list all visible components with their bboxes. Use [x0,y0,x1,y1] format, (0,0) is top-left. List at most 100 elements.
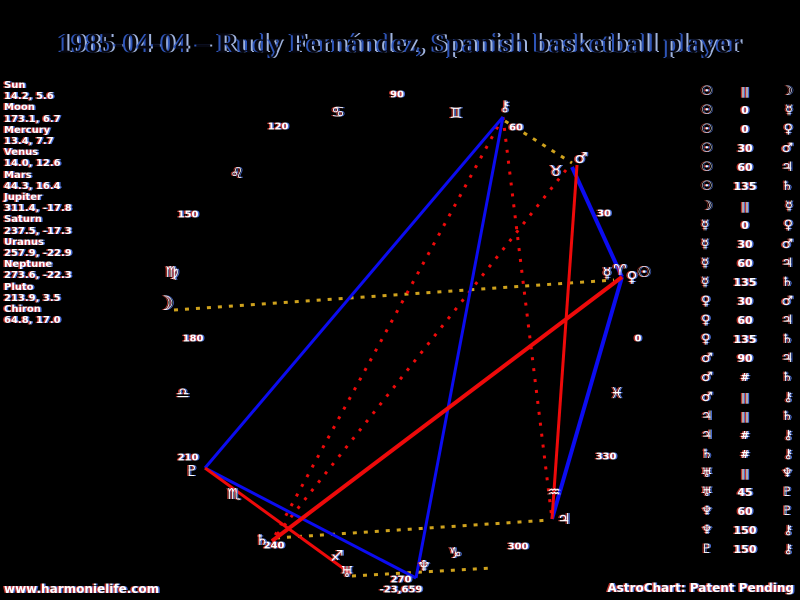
aspect-planet1-glyph: ☉ [701,103,713,119]
aspect-symbol: 135 [733,333,757,347]
contraparallel-aspect-line [270,169,568,542]
aspect-symbol: || [740,466,750,480]
planet-name-mars: Mars [4,169,32,181]
aspect-planet2-glyph: ♀ [783,122,793,138]
sign-glyph-aries: ♈ [613,261,627,279]
aspect-planet2-glyph: ⚷ [783,427,793,443]
cusp-label-0: 0 [634,333,642,345]
aspect-symbol: 60 [737,256,753,270]
aspect-symbol: || [740,199,750,213]
aspect-planet2-glyph: ⚷ [783,523,793,539]
planet-name-moon: Moon [4,102,35,114]
aspect-planet2-glyph: ♀ [783,217,793,233]
aspect-planet1-glyph: ♀ [701,313,711,329]
aspect-planet2-glyph: ⚷ [783,542,793,558]
aspect-planet1-glyph: ♀ [701,332,711,348]
aspect-planet2-glyph: ♄ [781,370,793,386]
aspect-row: ♀ 30 ♂ [701,292,793,311]
aspect-planet2-glyph: ♄ [781,179,793,195]
soft-aspect-line [203,116,505,469]
aspect-planet1-glyph: ☉ [701,179,713,195]
planet-glyph-uranus: ♅ [340,563,354,581]
planet-value-chiron: 64.8, 17.0 [4,315,61,327]
website-link: www.harmonielife.com [4,582,160,596]
planet-glyph-jupiter: ♃ [557,510,571,528]
aspect-symbol: 0 [741,104,749,118]
aspect-symbol: 30 [737,237,753,251]
aspect-row: ☿ 0 ♀ [701,216,793,235]
aspect-planet1-glyph: ☉ [701,122,713,138]
aspect-planet2-glyph: ♃ [781,313,793,329]
soft-aspect-line [570,166,624,278]
planet-value-mars: 44.3, 16.4 [4,180,61,192]
planet-glyph-sun: ☉ [637,263,651,281]
planet-value-venus: 14.0, 12.6 [4,158,61,170]
cusp-label-270: 270 [390,574,412,586]
cusp-label-300: 300 [507,541,529,553]
planet-value-pluto: 213.9, 3.5 [4,292,61,304]
aspect-planet1-glyph: ☉ [701,141,713,157]
aspect-planet1-glyph: ♃ [701,427,713,443]
aspect-planet2-glyph: ⚷ [783,446,793,462]
planet-name-pluto: Pluto [4,281,34,293]
aspect-planet2-glyph: ♃ [781,255,793,271]
aspect-symbol: 30 [737,295,753,309]
soft-aspect-line [204,466,417,580]
aspect-planet2-glyph: ♂ [781,294,793,310]
aspect-row: ♂ 90 ♃ [701,349,793,368]
aspect-planet1-glyph: ♅ [701,465,713,481]
aspect-row: ☿ 135 ♄ [701,273,793,292]
aspect-planet1-glyph: ♅ [701,484,713,500]
aspect-planet2-glyph: ♃ [781,160,793,176]
aspect-row: ♀ 135 ♄ [701,330,793,349]
aspect-planet2-glyph: ☽ [781,84,793,99]
aspect-planet1-glyph: ♆ [701,504,713,520]
sign-glyph-cancer: ♋ [331,103,345,121]
aspect-planet2-glyph: ♃ [781,351,793,367]
contraparallel-aspect-line [501,116,554,520]
aspect-row: ♆ 150 ⚷ [701,521,793,540]
aspect-row: ☉ 60 ♃ [701,158,793,177]
planet-name-jupiter: Jupiter [4,192,42,204]
aspect-symbol: # [740,447,750,461]
aspect-planet1-glyph: ☿ [701,217,709,233]
page-title: 1985-04-04 – Rudy Fernández, Spanish bas… [58,28,742,58]
sign-glyph-virgo: ♍ [165,263,179,281]
aspect-planet1-glyph: ☉ [701,160,713,176]
cusp-label-150: 150 [177,209,199,221]
aspect-planet1-glyph: ♀ [701,294,711,310]
soft-aspect-line [414,116,505,579]
cusp-label-60: 60 [509,122,523,134]
aspect-symbol: 0 [741,123,749,137]
aspect-planet2-glyph: ♂ [781,141,793,157]
aspect-row: ☉ 0 ☿ [701,101,793,120]
planet-glyph-venus: ♀ [626,268,638,286]
cusp-label-180: 180 [182,333,204,345]
aspect-planet1-glyph: ☉ [701,84,713,99]
aspect-symbol: 30 [737,142,753,156]
planet-name-neptune: Neptune [4,259,53,271]
hard-aspect-line [270,275,624,543]
planet-name-sun: Sun [4,80,26,91]
aspect-planet2-glyph: ♆ [781,465,793,481]
aspect-row: ♃ || ♄ [701,407,793,426]
aspect-planet1-glyph: ☿ [701,274,709,290]
sign-glyph-gemini: ♊ [449,104,463,122]
aspect-row: ☽ || ☿ [701,197,793,216]
planet-glyph-pluto: ♇ [185,462,199,480]
aspect-row: ☿ 60 ♃ [701,254,793,273]
aspect-symbol: 60 [737,161,753,175]
aspect-symbol: 90 [737,352,753,366]
aspect-symbol: 45 [737,485,753,499]
aspect-planet2-glyph: ☿ [785,198,793,214]
aspect-row: ♇ 150 ⚷ [701,540,793,559]
aspect-list-panel: ☉ || ☽ ☉ 0 ☿ ☉ 0 ♀ ☉ 30 ♂ ☉ 60 ♃ ☉ 135 ♄ ☽ || ☿ ☿ 0 ♀ ☿ 30 ♂ ☿ 60 ♃ ☿ 1… [701,82,793,559]
soft-aspect-line [550,276,624,520]
aspect-symbol: 60 [737,314,753,328]
aspect-planet1-glyph: ♂ [701,389,713,405]
aspect-planet1-glyph: ♃ [701,408,713,424]
parallel-aspect-line [173,278,615,312]
parallel-aspect-line [275,518,551,540]
